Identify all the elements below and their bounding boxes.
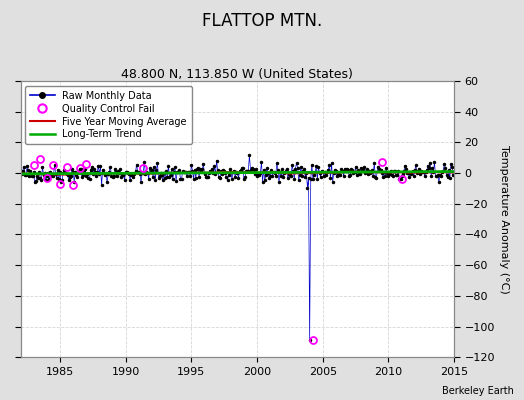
- Text: FLATTOP MTN.: FLATTOP MTN.: [202, 12, 322, 30]
- Legend: Raw Monthly Data, Quality Control Fail, Five Year Moving Average, Long-Term Tren: Raw Monthly Data, Quality Control Fail, …: [26, 86, 192, 144]
- Title: 48.800 N, 113.850 W (United States): 48.800 N, 113.850 W (United States): [122, 68, 353, 81]
- Text: Berkeley Earth: Berkeley Earth: [442, 386, 514, 396]
- Y-axis label: Temperature Anomaly (°C): Temperature Anomaly (°C): [499, 145, 509, 294]
